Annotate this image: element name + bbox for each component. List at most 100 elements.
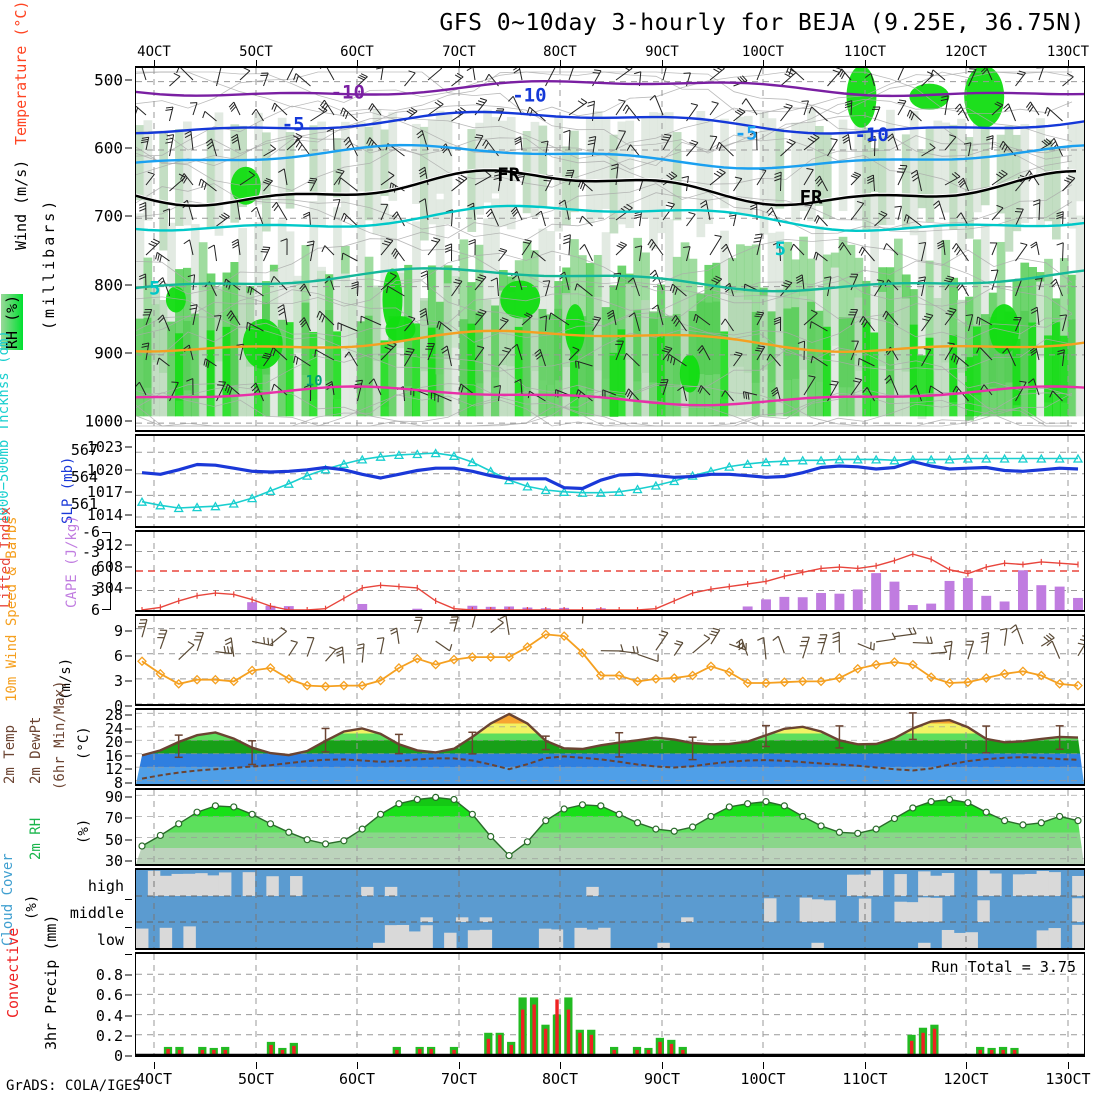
thickness-marker bbox=[962, 453, 974, 463]
rh-marker bbox=[1056, 812, 1064, 821]
thickness-y-axis: 567 564 561 bbox=[40, 434, 98, 528]
tick-mark bbox=[125, 420, 132, 422]
wind-speed-marker bbox=[173, 678, 184, 689]
cloud-bar bbox=[953, 932, 967, 948]
panel-rh-2m bbox=[135, 788, 1085, 866]
cape-bar bbox=[357, 603, 368, 610]
lifted-index-bracket bbox=[102, 532, 111, 610]
wind-barb bbox=[876, 638, 896, 643]
wind-barb bbox=[581, 616, 584, 624]
wind-speed-marker bbox=[779, 677, 790, 688]
wind-speed-marker bbox=[192, 674, 202, 685]
wind-barb bbox=[967, 641, 975, 660]
wind-barb bbox=[692, 637, 711, 654]
thickness-marker bbox=[467, 457, 478, 467]
contour-label: 10 bbox=[306, 374, 323, 390]
wind-barb bbox=[325, 649, 337, 662]
rh-marker bbox=[1037, 819, 1045, 827]
wind-speed-marker bbox=[907, 659, 918, 670]
rh-marker bbox=[358, 825, 366, 833]
thickness-marker bbox=[779, 456, 790, 466]
wind-y-axis: 0 3 6 9 bbox=[90, 614, 132, 715]
precip-tick: 0.4 bbox=[95, 1006, 123, 1025]
wind-barb bbox=[505, 616, 510, 635]
wind-barb bbox=[857, 643, 875, 651]
lifted-index-tick: -3 bbox=[81, 542, 100, 561]
thickness-marker bbox=[1072, 453, 1084, 463]
rh-marker bbox=[927, 798, 935, 806]
cape-bar bbox=[779, 596, 790, 610]
tick-mark bbox=[125, 352, 132, 354]
run-total-label: Run Total = 3.75 bbox=[931, 958, 1077, 976]
label-dewpt-2m: 2m DewPt bbox=[28, 716, 44, 784]
wind-tick: 3 bbox=[113, 671, 123, 690]
wind-barb bbox=[763, 637, 767, 660]
precip-convective-bar bbox=[212, 1049, 216, 1055]
wind-speed-marker bbox=[632, 676, 643, 687]
thickness-marker bbox=[944, 454, 955, 464]
wind-speed-marker bbox=[430, 659, 441, 670]
cloud-bar bbox=[361, 886, 374, 896]
precip-convective-bar bbox=[543, 1028, 548, 1055]
cape-bar bbox=[1054, 586, 1065, 610]
thickness-marker bbox=[302, 470, 313, 480]
wind-speed-marker bbox=[761, 678, 771, 688]
rh-marker bbox=[1000, 817, 1009, 825]
wind-speed-marker bbox=[265, 663, 276, 673]
bottom-tick-13OCT: 13OCT bbox=[1045, 1070, 1091, 1088]
tick-mark bbox=[125, 954, 132, 955]
label-wind-10m: 10m Wind Speed & Barbs bbox=[4, 516, 20, 702]
cloud-bar bbox=[918, 871, 931, 896]
lifted-index-tick: -6 bbox=[81, 523, 100, 541]
tick-mark bbox=[125, 284, 132, 286]
wind-barb bbox=[985, 632, 990, 654]
precip-convective-bar bbox=[978, 1049, 982, 1055]
wind-barb bbox=[912, 641, 933, 645]
bottom-tick-mark bbox=[357, 1062, 358, 1069]
thickness-marker bbox=[228, 498, 239, 508]
precip-convective-bar bbox=[646, 1049, 651, 1055]
cape-bar bbox=[761, 599, 771, 610]
wind-speed-marker bbox=[302, 680, 313, 691]
cloud-row-label-high: high bbox=[87, 876, 124, 895]
temp-tick: 16 bbox=[104, 746, 123, 765]
tick-mark bbox=[125, 839, 132, 841]
tick-mark bbox=[125, 782, 132, 784]
cloud-bar bbox=[929, 897, 943, 922]
rh-marker bbox=[230, 803, 238, 811]
wind-speed-marker bbox=[1073, 680, 1083, 691]
cloud-bar bbox=[455, 917, 469, 922]
cloud-bar bbox=[384, 925, 398, 948]
thickness-marker bbox=[724, 461, 735, 471]
wind-barb bbox=[159, 630, 168, 650]
rh-marker bbox=[633, 819, 642, 827]
cloud-bar bbox=[586, 886, 599, 896]
contour-label: -5 bbox=[282, 113, 305, 135]
wind-barb bbox=[1077, 644, 1084, 657]
temp-tick: 20 bbox=[104, 733, 123, 752]
wind-barb bbox=[655, 632, 669, 651]
cloud-row-labels: high middle low bbox=[50, 868, 132, 955]
cloud-bar bbox=[965, 932, 978, 948]
cape-tick: 304 bbox=[95, 579, 123, 598]
cloud-bar bbox=[136, 928, 149, 948]
tick-mark bbox=[125, 817, 132, 819]
cloud-bar bbox=[847, 874, 860, 896]
precip-convective-bar bbox=[658, 1041, 662, 1055]
contour-label: -10 bbox=[512, 85, 546, 107]
cape-bar bbox=[1017, 570, 1028, 610]
wind-barb bbox=[141, 619, 148, 638]
thickness-marker bbox=[926, 454, 937, 464]
rh-marker bbox=[652, 825, 660, 833]
rh-marker bbox=[615, 810, 623, 818]
panel-precip: Run Total = 3.75 bbox=[135, 952, 1085, 1057]
wind-barb bbox=[490, 622, 504, 634]
tick-mark bbox=[125, 1035, 132, 1037]
pressure-tick: 600 bbox=[94, 138, 123, 158]
cloud-bar bbox=[373, 942, 386, 948]
cloud-bar bbox=[929, 875, 943, 896]
contour-label: -5 bbox=[735, 122, 758, 144]
cloud-bar bbox=[218, 872, 232, 896]
wind-barb bbox=[196, 632, 205, 652]
wind-speed-marker bbox=[247, 665, 258, 676]
